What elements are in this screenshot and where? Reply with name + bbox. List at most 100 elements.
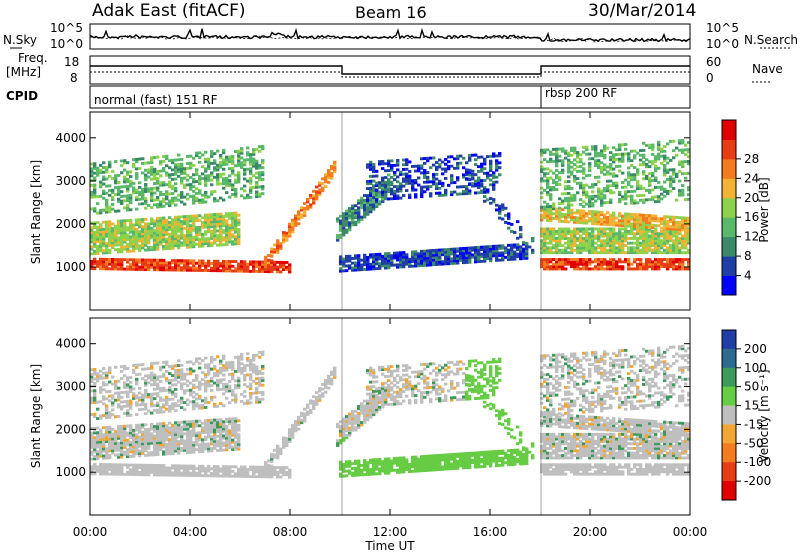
power-cell xyxy=(492,152,496,156)
power-cell xyxy=(132,267,136,271)
velocity-cell xyxy=(93,463,97,466)
velocity-cell xyxy=(138,473,142,477)
power-cell xyxy=(648,221,652,225)
power-cell xyxy=(120,202,124,205)
power-cell xyxy=(342,264,346,268)
power-cell xyxy=(417,254,421,258)
power-cell xyxy=(579,246,583,250)
power-cell xyxy=(375,169,379,173)
velocity-cell xyxy=(123,434,127,438)
power-cell xyxy=(549,267,553,271)
velocity-cell xyxy=(129,385,133,389)
power-cell xyxy=(639,232,643,236)
power-cell xyxy=(609,251,613,255)
power-cell xyxy=(237,228,241,231)
power-cell xyxy=(426,258,430,262)
power-cell xyxy=(390,261,394,265)
velocity-cell xyxy=(90,413,94,416)
power-cell xyxy=(591,190,595,194)
power-cell xyxy=(450,155,454,159)
power-cell xyxy=(687,260,691,264)
power-cell xyxy=(330,176,334,180)
power-cell xyxy=(303,206,307,210)
power-cell xyxy=(591,145,595,149)
velocity-cell xyxy=(171,447,175,451)
power-cell xyxy=(621,260,625,264)
power-cell xyxy=(192,173,196,177)
power-cell xyxy=(351,216,355,220)
power-cell xyxy=(465,185,469,188)
velocity-cell xyxy=(177,373,181,377)
power-cell xyxy=(666,246,670,250)
power-cell xyxy=(336,234,340,237)
power-cell xyxy=(105,168,109,171)
power-cell xyxy=(423,256,427,260)
power-cell xyxy=(666,251,670,255)
power-cell xyxy=(168,244,172,248)
power-cell xyxy=(585,148,589,151)
power-cell xyxy=(660,262,664,266)
power-cell xyxy=(510,255,514,259)
power-cell xyxy=(102,267,106,271)
power-cell xyxy=(594,199,598,203)
power-cell xyxy=(672,267,676,271)
power-cell xyxy=(390,159,394,163)
power-cell xyxy=(678,251,682,255)
power-cell xyxy=(570,187,574,190)
velocity-cell xyxy=(117,444,121,447)
power-cell xyxy=(282,240,286,244)
power-cell xyxy=(345,209,349,213)
velocity-cell xyxy=(117,453,121,457)
power-cell xyxy=(579,267,583,271)
power-cell xyxy=(636,213,640,217)
power-cell xyxy=(198,179,202,183)
power-cell xyxy=(258,270,262,273)
power-cell xyxy=(102,220,106,224)
power-cell xyxy=(465,173,469,177)
velocity-cell xyxy=(171,390,175,394)
power-cell xyxy=(522,254,526,258)
power-cell xyxy=(672,149,676,153)
power-cell xyxy=(165,225,169,229)
power-cell xyxy=(102,170,106,174)
power-cell xyxy=(342,260,346,263)
power-cell xyxy=(270,247,274,251)
power-cell xyxy=(363,194,367,197)
power-cell xyxy=(660,234,664,238)
freq-tick-bottom: 8 xyxy=(70,71,78,85)
power-cell xyxy=(102,239,106,243)
power-cell xyxy=(588,219,592,223)
power-cell xyxy=(348,266,352,270)
power-cell xyxy=(261,260,265,264)
power-cell xyxy=(585,195,589,199)
power-cell xyxy=(204,266,208,270)
power-cell xyxy=(216,262,220,266)
power-cell xyxy=(159,162,163,166)
velocity-cell xyxy=(102,402,106,406)
freq-unit-label: [MHz] xyxy=(6,65,41,79)
power-cell xyxy=(555,188,559,191)
power-cell xyxy=(156,155,160,159)
power-cell xyxy=(114,243,118,247)
power-cell xyxy=(666,258,670,261)
velocity-cell xyxy=(171,404,175,408)
power-cell xyxy=(630,229,634,233)
velocity-cell xyxy=(123,390,127,394)
power-cell xyxy=(168,159,172,163)
power-cell xyxy=(603,156,607,160)
power-cell xyxy=(159,181,163,185)
velocity-cell xyxy=(90,431,94,435)
power-cell xyxy=(156,245,160,249)
power-cell xyxy=(186,245,190,249)
power-cell xyxy=(627,159,631,163)
power-cell xyxy=(480,165,484,168)
velocity-cell xyxy=(186,425,190,429)
power-cell xyxy=(609,234,613,238)
power-cell xyxy=(618,212,622,215)
power-cell xyxy=(375,188,379,192)
power-cell xyxy=(189,238,193,242)
power-cell xyxy=(501,253,505,257)
velocity-cell xyxy=(195,443,199,447)
velocity-cell xyxy=(135,463,139,467)
power-cell xyxy=(627,157,631,160)
